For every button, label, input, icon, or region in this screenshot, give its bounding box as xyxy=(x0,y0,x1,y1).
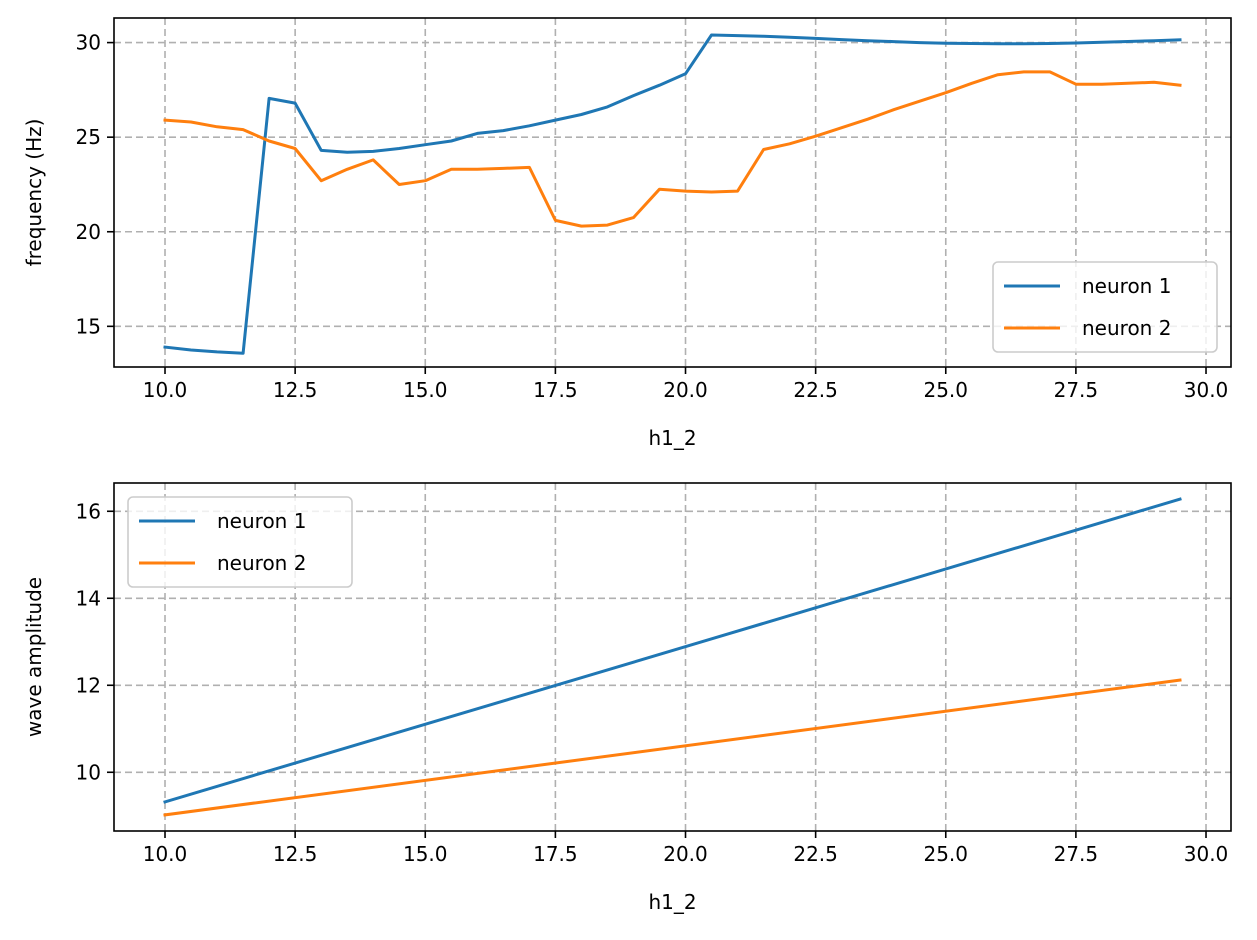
axes-frame xyxy=(113,482,1232,832)
x-tick-label: 22.5 xyxy=(793,842,838,866)
y-tick-label: 16 xyxy=(76,499,101,523)
series-line-neuron-2 xyxy=(163,678,1182,817)
x-axis-label: h1_2 xyxy=(648,426,696,450)
x-tick-label: 27.5 xyxy=(1054,378,1099,402)
x-axis-label: h1_2 xyxy=(648,890,696,914)
x-tick-label: 10.0 xyxy=(143,378,188,402)
x-tick-label: 15.0 xyxy=(403,378,448,402)
axes-frame xyxy=(113,17,1232,368)
x-tick-label: 30.0 xyxy=(1184,378,1229,402)
x-tick-label: 12.5 xyxy=(273,842,318,866)
y-tick-label: 25 xyxy=(76,125,101,149)
y-axis-label: frequency (Hz) xyxy=(22,119,46,267)
y-axis-label: wave amplitude xyxy=(22,577,46,737)
legend: neuron 1 neuron 2 xyxy=(127,496,353,588)
legend-label-neuron-2: neuron 2 xyxy=(1082,316,1171,340)
x-tick-label: 27.5 xyxy=(1054,842,1099,866)
x-tick-label: 10.0 xyxy=(143,842,188,866)
legend: neuron 1 neuron 2 xyxy=(992,261,1218,353)
series-line-neuron-1 xyxy=(163,33,1182,355)
series-line-neuron-1 xyxy=(163,497,1182,804)
y-tick-label: 14 xyxy=(76,586,101,610)
legend-label-neuron-1: neuron 1 xyxy=(1082,274,1171,298)
y-tick-label: 10 xyxy=(76,760,101,784)
y-tick-label: 12 xyxy=(76,673,101,697)
y-tick-label: 20 xyxy=(76,220,101,244)
x-tick-label: 30.0 xyxy=(1184,842,1229,866)
x-tick-label: 20.0 xyxy=(663,378,708,402)
x-tick-label: 25.0 xyxy=(923,842,968,866)
x-tick-label: 25.0 xyxy=(923,378,968,402)
amplitude-subplot: 10.0 12.5 15.0 17.5 20.0 22.5 25.0 27.5 30.0 10 12… xyxy=(22,482,1232,914)
series-line-neuron-2 xyxy=(163,70,1182,228)
x-tick-label: 17.5 xyxy=(533,842,578,866)
legend-label-neuron-1: neuron 1 xyxy=(217,509,306,533)
x-tick-label: 12.5 xyxy=(273,378,318,402)
frequency-subplot: 10.0 12.5 15.0 17.5 20.0 22.5 25.0 27.5 30.0 15 20… xyxy=(22,17,1232,450)
x-tick-label: 20.0 xyxy=(663,842,708,866)
x-tick-label: 15.0 xyxy=(403,842,448,866)
y-tick-label: 15 xyxy=(76,314,101,338)
x-tick-label: 22.5 xyxy=(793,378,838,402)
x-tick-label: 17.5 xyxy=(533,378,578,402)
legend-label-neuron-2: neuron 2 xyxy=(217,551,306,575)
y-tick-label: 30 xyxy=(76,31,101,55)
